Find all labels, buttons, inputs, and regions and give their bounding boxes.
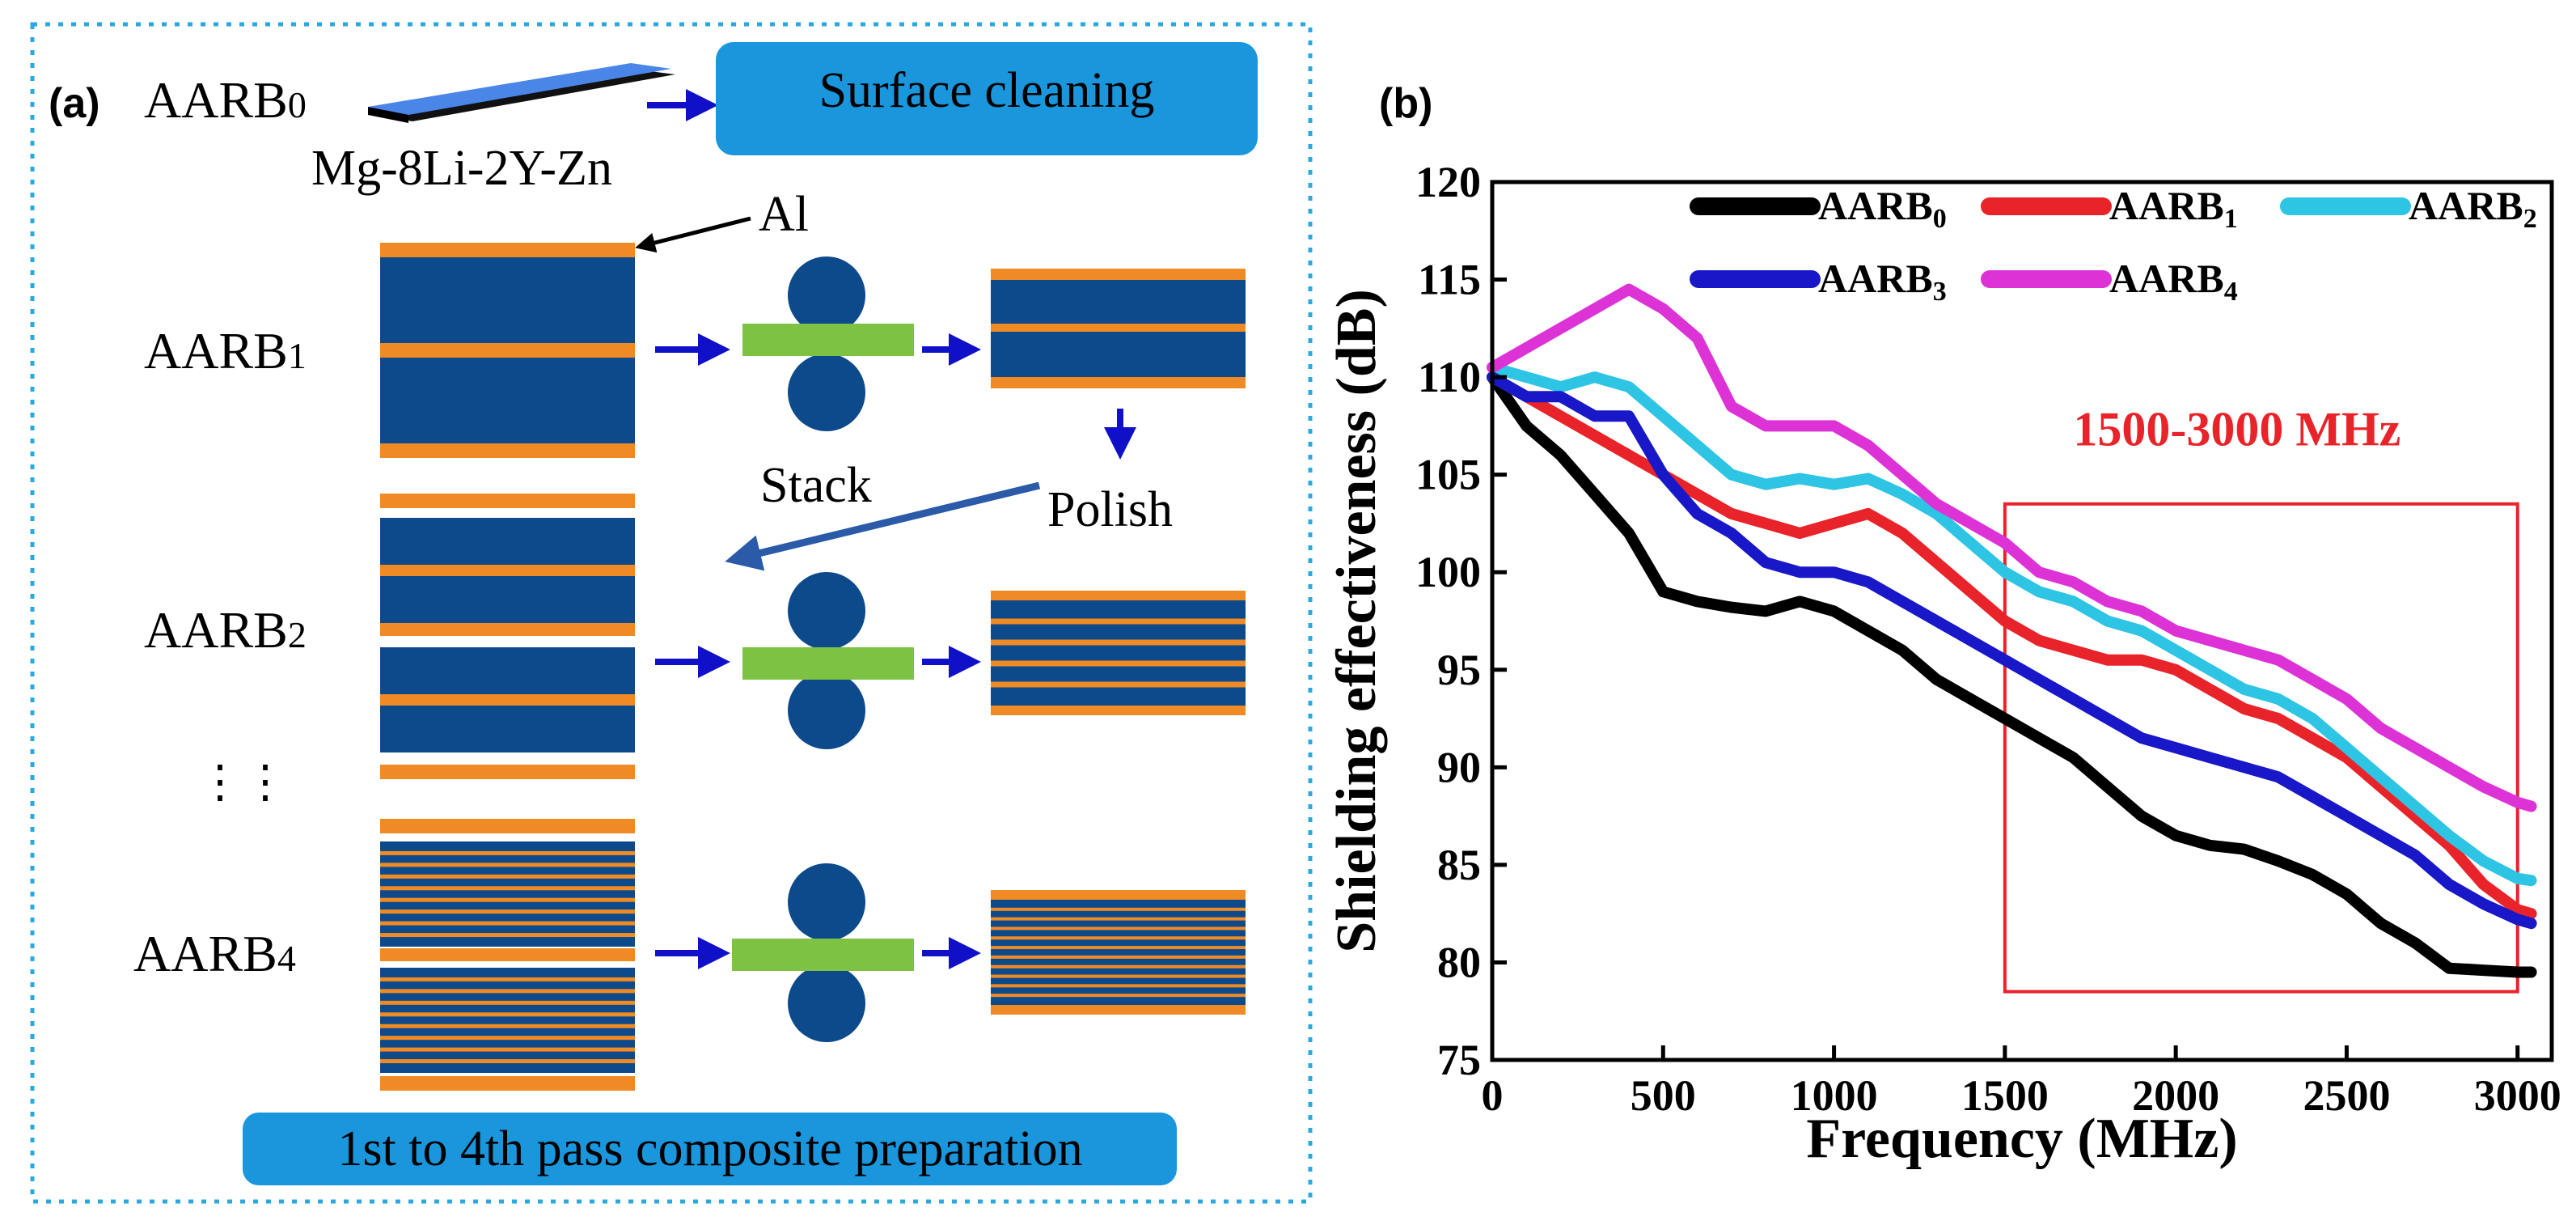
arrow-stack-back [725,481,1041,571]
y-tick-label: 100 [1415,548,1481,596]
x-tick-label: 1000 [1791,1071,1878,1120]
legend-label: AARB0 [1818,183,1947,234]
aarb0-label: AARB0 [144,71,307,129]
roller-3 [732,863,914,1042]
stack-label: Stack [760,458,872,513]
stack-aarb4 [380,819,635,1091]
al-pointer-arrow [635,216,751,253]
aarb2-label: AARB2 [144,601,307,659]
legend-label: AARB1 [2109,183,2238,234]
bottom-caption-label: 1st to 4th pass composite preparation [337,1121,1082,1176]
panel-b-label: (b) [1379,80,1432,127]
result-aarb2 [991,591,1246,715]
y-tick-label: 120 [1415,158,1481,206]
legend-label: AARB4 [2109,256,2238,307]
series-line-aarb4 [1487,283,2537,812]
series-line-aarb0 [1487,371,2537,978]
panel-b: (b) 1500-3000 MHz 0 500 1000 1500 2000 2500 300… [1326,80,2561,1170]
x-tick-label: 1500 [1961,1071,2049,1120]
roller-2 [742,572,914,749]
legend-entry-aarb2: AARB2 [2280,183,2537,234]
stack-aarb1 [380,243,635,458]
series-line-aarb3 [1487,371,2537,930]
y-tick-label: 75 [1437,1036,1481,1084]
legend-label: AARB2 [2409,183,2537,234]
y-axis-label: Shielding effectiveness (dB) [1326,289,1388,953]
y-tick-label: 110 [1418,353,1481,401]
plot-frame [1490,180,2554,1062]
aarb1-label: AARB1 [144,322,307,379]
y-tick-label: 95 [1437,646,1481,694]
y-tick-label: 115 [1418,256,1481,304]
x-tick-label: 2500 [2303,1071,2390,1120]
alloy-label: Mg-8Li-2Y-Zn [311,141,612,196]
stack-aarb2 [380,494,635,779]
legend-entry-aarb1: AARB1 [1981,183,2238,234]
polish-label: Polish [1047,482,1173,537]
aarb4-label: AARB4 [133,925,296,982]
legend-entry-aarb4: AARB4 [1981,256,2238,307]
roller-1 [742,256,914,431]
y-tick-label: 105 [1415,451,1481,499]
legend-label: AARB3 [1818,256,1947,307]
y-tick-label: 80 [1437,938,1481,986]
legend-entry-aarb3: AARB3 [1690,256,1947,307]
range-annotation: 1500-3000 MHz [2073,403,2400,456]
x-tick-label: 0 [1482,1071,1504,1120]
y-tick-label: 85 [1437,841,1481,889]
ellipsis-dots: ⋮⋮ [197,757,288,807]
panel-a-label: (a) [49,80,100,127]
result-aarb1 [991,269,1246,388]
bottom-caption-box [243,1113,1177,1185]
legend-entry-aarb0: AARB0 [1690,183,1947,234]
result-aarb4 [991,890,1246,1015]
se-chart: 1500-3000 MHz 0 500 1000 1500 2000 2500 3000 75 8… [1326,158,2561,1170]
highlight-box [2003,502,2519,994]
series-line-aarb2 [1487,362,2537,887]
x-tick-label: 2000 [2132,1071,2219,1120]
initial-plate [368,63,675,123]
panel-a-border [30,22,1313,1204]
panel-a: (a) AARB0 Mg-8Li-2Y-Zn Surface cleaning … [30,22,1313,1204]
surface-cleaning-label: Surface cleaning [819,63,1155,118]
x-axis-label: Frequency (MHz) [1806,1108,2237,1170]
surface-cleaning-box [716,42,1258,155]
al-label: Al [759,187,809,242]
y-tick-label: 90 [1437,743,1481,791]
x-tick-label: 3000 [2474,1071,2561,1120]
x-tick-label: 500 [1631,1071,1696,1120]
